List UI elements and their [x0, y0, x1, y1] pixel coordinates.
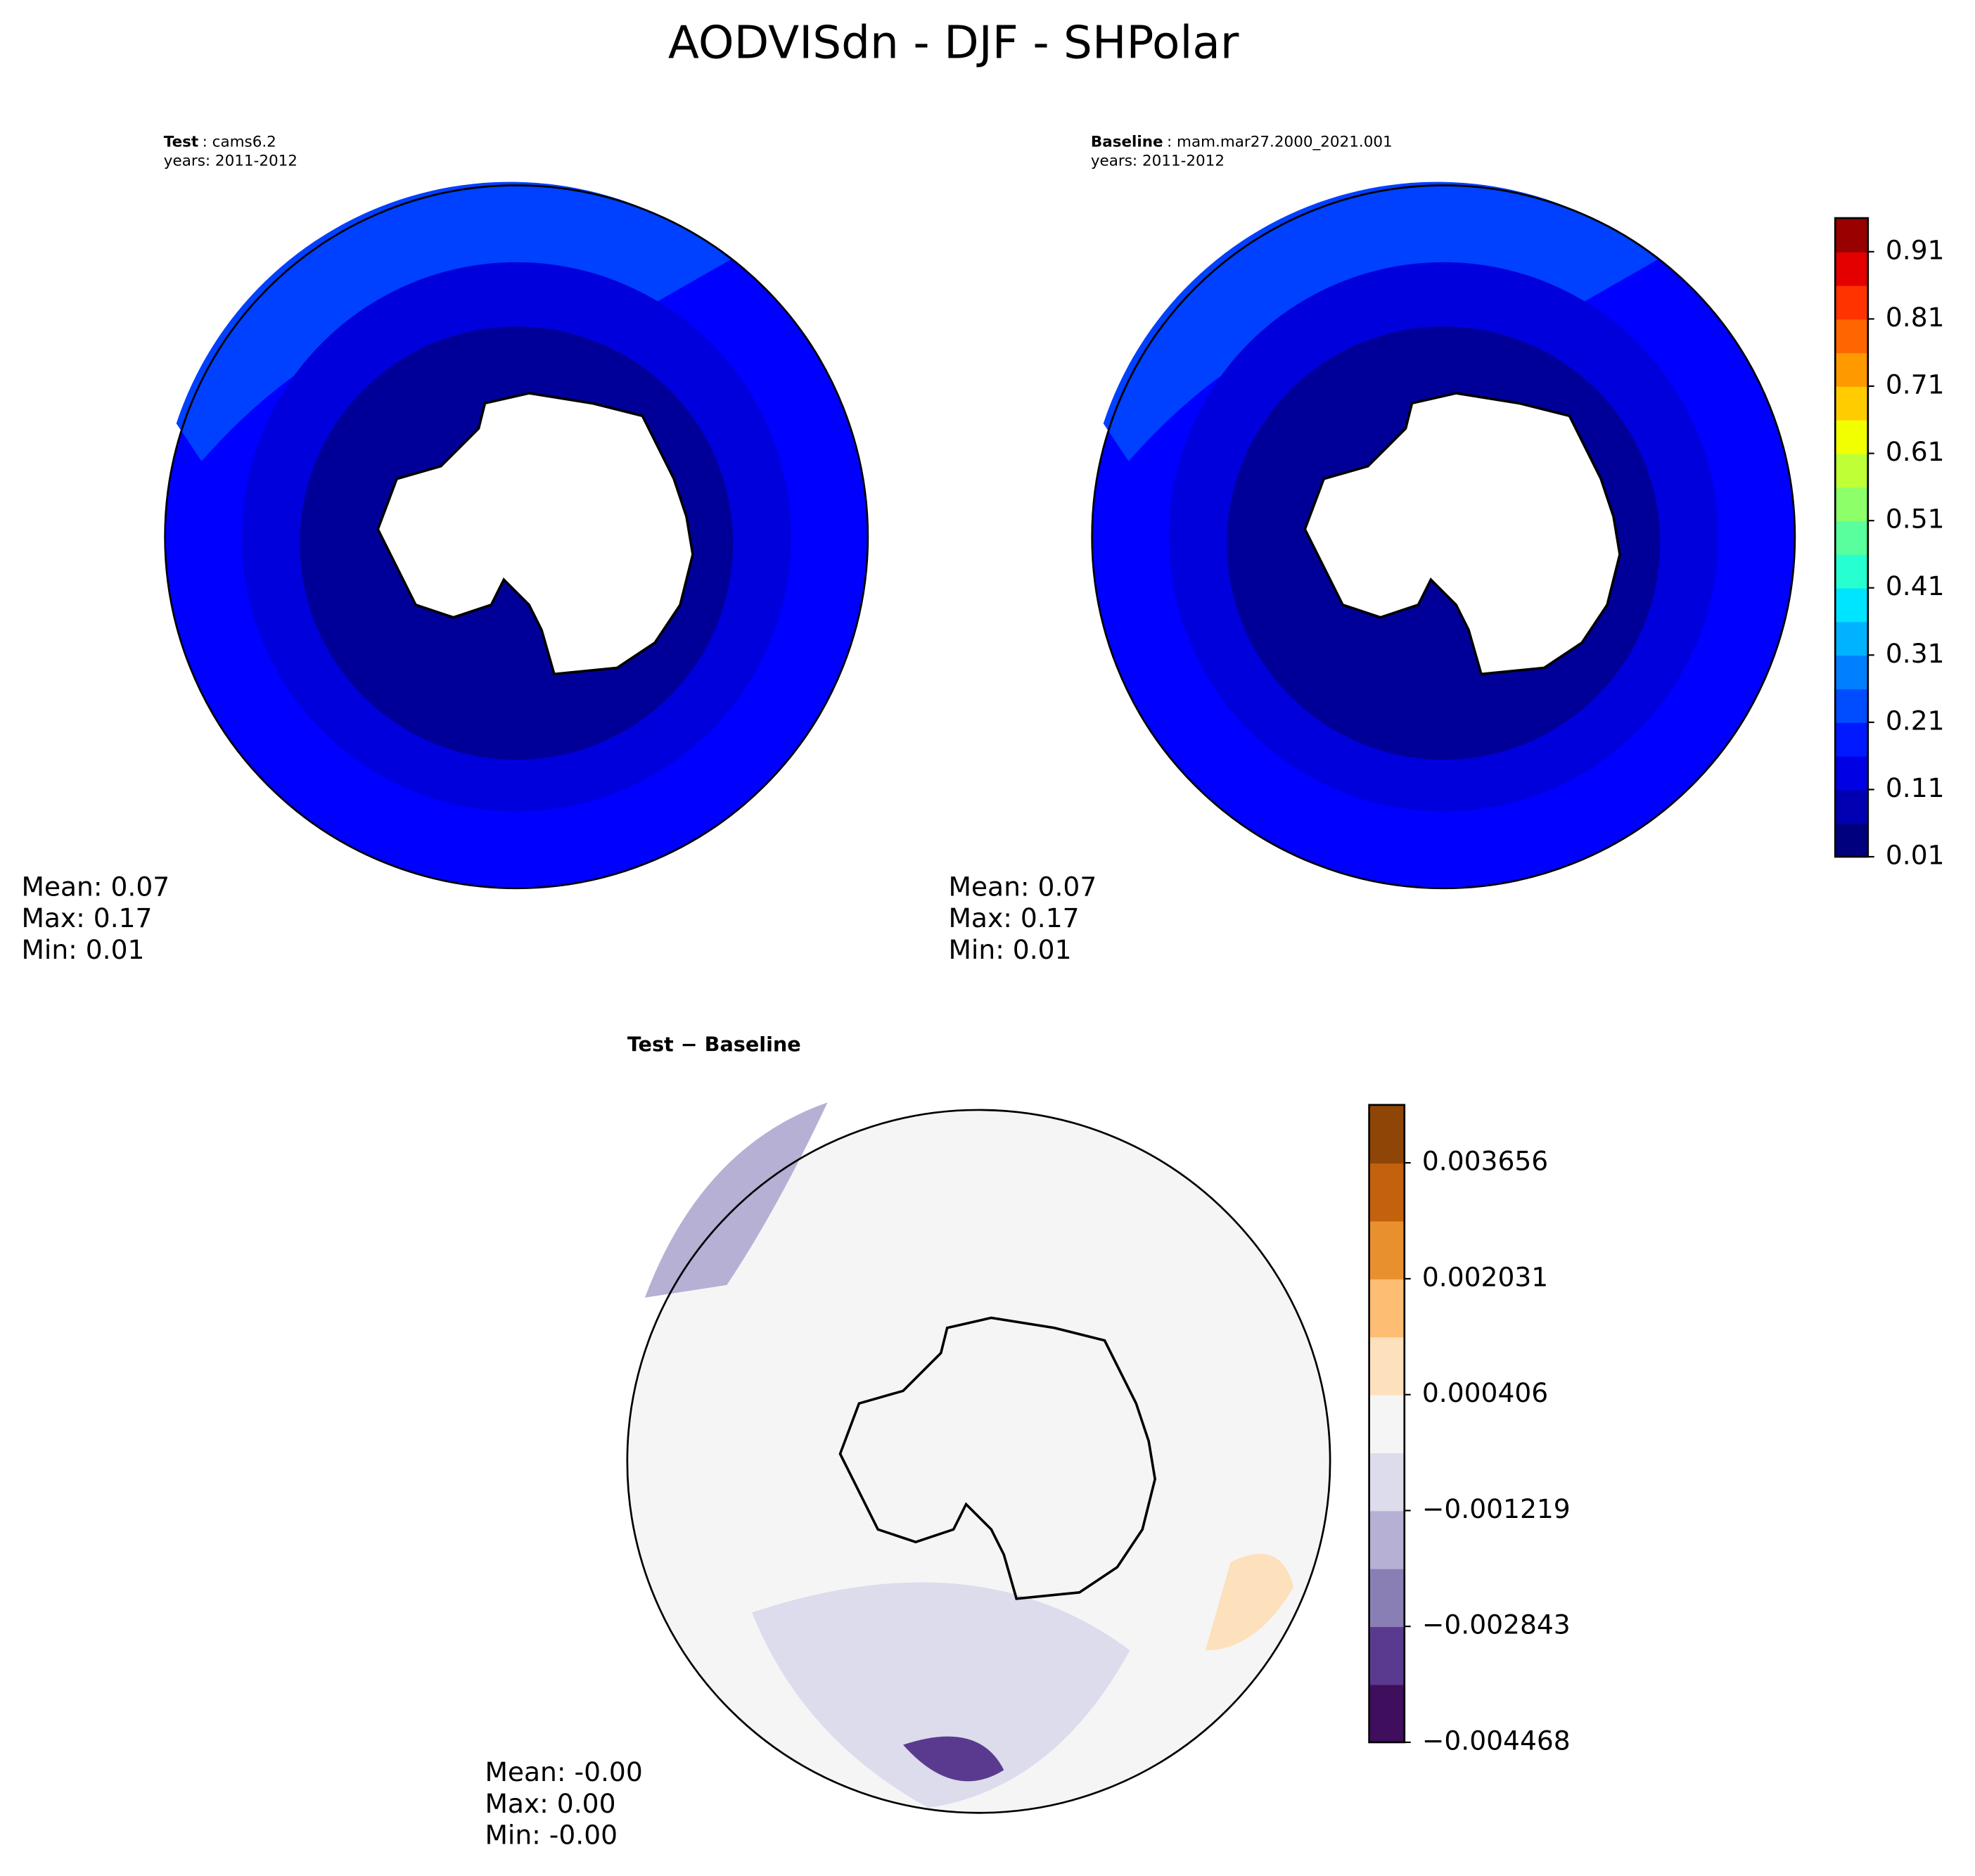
map-field: [1103, 181, 1658, 461]
map: [1091, 181, 1796, 890]
colorbar-band: [1369, 1394, 1405, 1453]
map: [626, 1102, 1331, 1814]
colorbar-band: [1835, 621, 1868, 656]
map-border: [1091, 184, 1796, 890]
colorbar-band: [1835, 319, 1868, 354]
panel-label-bold: Test − Baseline: [627, 1033, 801, 1057]
colorbar-tick-label: −0.004468: [1422, 1725, 1571, 1756]
colorbar-tick-label: 0.51: [1886, 504, 1945, 535]
map: [164, 181, 869, 890]
colorbar-band: [1369, 1453, 1405, 1512]
stat-line: Min: 0.01: [21, 934, 144, 965]
panel-label-case: : mam.mar27.2000_2021.001: [1167, 134, 1393, 151]
continent: [838, 1316, 1157, 1600]
colorbar-band: [1835, 251, 1868, 286]
colorbar-tick-label: 0.41: [1886, 570, 1945, 601]
colorbar-band: [1835, 587, 1868, 623]
colorbar-band: [1369, 1220, 1405, 1280]
map-field: [644, 1102, 828, 1298]
stat-line: Mean: -0.00: [485, 1756, 642, 1787]
colorbar-band: [1835, 218, 1868, 253]
colorbar-band: [1835, 722, 1868, 757]
colorbar-band: [1835, 453, 1868, 488]
stat-line: Min: 0.01: [948, 934, 1071, 965]
stat-line: Mean: 0.07: [21, 871, 170, 902]
colorbar-tick-label: 0.71: [1886, 369, 1945, 400]
colorbar-tick-label: 0.81: [1886, 302, 1945, 333]
panel-label: Test : cams6.2: [164, 134, 276, 151]
panel-years: years: 2011-2012: [164, 152, 298, 170]
stat-line: Mean: 0.07: [948, 871, 1097, 902]
map-border: [164, 184, 869, 890]
map-field: [752, 1582, 1130, 1808]
colorbar-band: [1835, 521, 1868, 555]
colorbar-band: [1835, 487, 1868, 522]
panel-label-case: : cams6.2: [203, 134, 276, 151]
colorbar-band: [1369, 1684, 1405, 1743]
colorbar-frame: [1368, 1104, 1406, 1744]
panel-label-bold: Baseline: [1091, 134, 1163, 151]
continent: [1303, 392, 1621, 676]
panel-label-bold: Test: [164, 134, 198, 151]
continent: [376, 392, 694, 676]
colorbar-tick-label: 0.002031: [1422, 1261, 1548, 1292]
colorbar-band: [1835, 755, 1868, 791]
panel-years: years: 2011-2012: [1091, 152, 1225, 170]
colorbar-band: [1835, 419, 1868, 454]
stat-line: Max: 0.00: [485, 1788, 615, 1819]
colorbar-frame: [1834, 217, 1869, 858]
panel-label: Baseline: mam.mar27.2000_2021.001: [1091, 134, 1393, 151]
colorbar-band: [1835, 655, 1868, 689]
colorbar-tick-label: 0.21: [1886, 705, 1945, 736]
colorbar-band: [1369, 1336, 1405, 1396]
map-field: [903, 1736, 1004, 1782]
stat-line: Max: 0.17: [948, 902, 1079, 933]
colorbar-tick-label: 0.000406: [1422, 1377, 1548, 1408]
colorbar-tick-label: 0.31: [1886, 638, 1945, 669]
colorbar-band: [1835, 285, 1868, 320]
colorbar-tick-label: −0.001219: [1422, 1493, 1571, 1524]
colorbar-tick-label: 0.01: [1886, 839, 1945, 870]
colorbar-band: [1835, 385, 1868, 421]
colorbar-tick-label: −0.002843: [1422, 1609, 1571, 1640]
map-border: [626, 1109, 1331, 1814]
colorbar-band: [1369, 1104, 1405, 1164]
colorbar-tick-label: 0.91: [1886, 234, 1945, 265]
colorbar-band: [1835, 352, 1868, 387]
colorbar-tick-label: 0.003656: [1422, 1146, 1548, 1177]
colorbar-band: [1369, 1568, 1405, 1628]
colorbar-band: [1369, 1510, 1405, 1569]
map-field: [1205, 1553, 1294, 1651]
colorbar-band: [1835, 823, 1868, 857]
colorbar-band: [1369, 1278, 1405, 1338]
colorbar-band: [1835, 789, 1868, 824]
colorbar-tick-label: 0.61: [1886, 436, 1945, 467]
stat-line: Min: -0.00: [485, 1820, 618, 1851]
colorbar-band: [1835, 689, 1868, 723]
colorbar-band: [1369, 1163, 1405, 1222]
colorbar-tick-label: 0.11: [1886, 772, 1945, 803]
figure-title: AODVISdn - DJF - SHPolar: [668, 16, 1239, 69]
map-field: [176, 181, 731, 461]
stat-line: Max: 0.17: [21, 902, 152, 933]
panel-label: Test − Baseline: [627, 1033, 801, 1057]
colorbar-band: [1835, 554, 1868, 589]
colorbar-band: [1369, 1626, 1405, 1685]
